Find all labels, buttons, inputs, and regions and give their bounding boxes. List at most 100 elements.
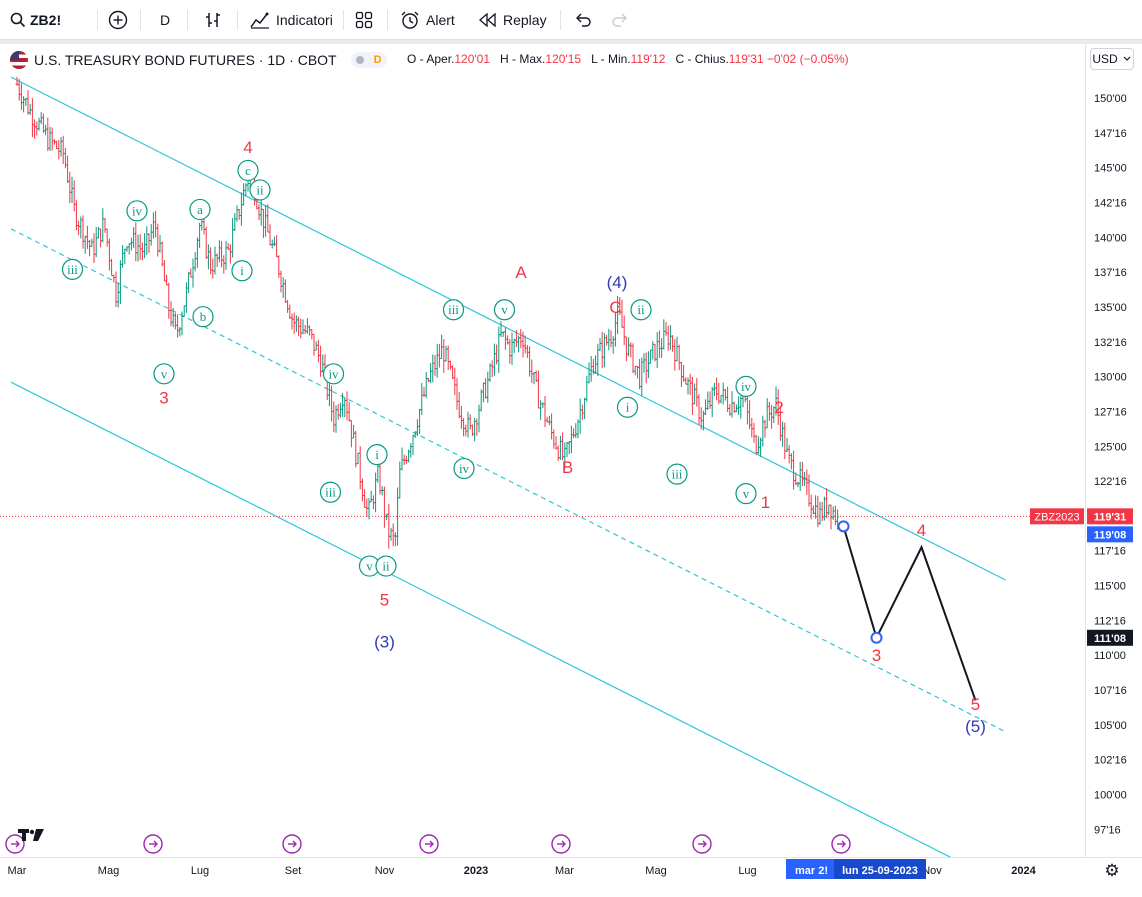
ohlc-bar [585, 375, 589, 402]
ohlc-bar [475, 418, 479, 436]
ohlc-bar [257, 204, 261, 221]
event-marker-icon[interactable] [831, 834, 851, 854]
ohlc-bar [83, 235, 87, 254]
ohlc-bar [352, 425, 356, 439]
event-marker-icon[interactable] [143, 834, 163, 854]
ohlc-bar [429, 363, 433, 384]
ohlc-bar [272, 236, 276, 247]
ohlc-bar [825, 488, 829, 519]
wave-label-circle [189, 198, 211, 221]
logo-dot [29, 829, 35, 835]
ohlc-bar [492, 343, 496, 376]
ohlc-bar [198, 222, 202, 249]
x-tick-label: Mag [98, 865, 119, 877]
change-value: −0'02 [766, 52, 797, 66]
ohlc-bar [369, 490, 373, 503]
ohlc-bar [666, 325, 670, 351]
ohlc-bar [580, 404, 584, 420]
market-status-badge[interactable]: D [350, 52, 387, 68]
ohlc-bar [22, 96, 26, 113]
ohlc-bar [138, 234, 142, 260]
ohlc-bar [162, 260, 166, 282]
event-marker-icon[interactable] [5, 834, 25, 854]
ohlc-bar [44, 124, 48, 136]
ohlc-bar [668, 325, 672, 350]
ohlc-bar [587, 362, 591, 384]
wave-label: v [161, 366, 168, 381]
ohlc-bar [833, 505, 837, 526]
wave-label: 2 [774, 398, 783, 417]
ohlc-bar [530, 359, 534, 384]
ohlc-bar [558, 435, 562, 460]
ohlc-bar [19, 83, 23, 110]
ohlc-bar [455, 378, 459, 410]
ohlc-bar [136, 234, 140, 262]
y-tick-label: 117'16 [1094, 546, 1126, 558]
ohlc-bar [363, 489, 367, 508]
y-tick-label: 132'16 [1094, 337, 1127, 349]
ohlc-bar [550, 413, 554, 440]
undo-button[interactable] [574, 0, 592, 40]
ohlc-bar [816, 495, 820, 528]
symbol-title[interactable]: U.S. TREASURY BOND FUTURES · 1D · CBOT [34, 52, 337, 68]
wave-label: iii [67, 262, 78, 277]
alert-button[interactable]: Alert [400, 0, 455, 40]
redo-button[interactable] [611, 0, 629, 40]
chart-settings-gear-icon[interactable]: ⚙ [1104, 861, 1120, 880]
ohlc-bar [393, 532, 397, 547]
ohlc-values: O - Aper.120'01 H - Max.120'15 L - Min.1… [407, 52, 849, 66]
ohlc-bar [279, 270, 283, 293]
wave-label: ii [382, 559, 390, 574]
plot-area [0, 76, 1085, 857]
ohlc-bar [532, 372, 536, 385]
ohlc-bar [184, 282, 188, 313]
logo-stem [22, 829, 26, 841]
ohlc-bar [730, 391, 734, 418]
symbol-search-button[interactable]: ZB2! [10, 0, 61, 40]
event-marker-icon[interactable] [551, 834, 571, 854]
price-chart[interactable]: 150'00 147'16 145'00 142'16 140'00 137'16 135'… [0, 44, 1142, 897]
interval-button[interactable]: D [160, 0, 170, 40]
ohlc-bar [457, 392, 461, 419]
event-marker-icon[interactable] [692, 834, 712, 854]
y-tick-label: 145'00 [1094, 163, 1127, 175]
ohlc-bar [695, 377, 699, 407]
bars-chart-icon [206, 13, 220, 27]
projection-node [837, 520, 850, 533]
ohlc-bar [488, 363, 492, 383]
interval-label: D [160, 12, 171, 28]
layouts-button[interactable] [355, 0, 373, 40]
ohlc-bar [233, 213, 237, 231]
ohlc-bar [246, 180, 250, 192]
replay-button[interactable]: Replay [479, 0, 547, 40]
ohlc-bar [347, 401, 351, 422]
ohlc-bar [301, 319, 305, 335]
ohlc-bar [486, 371, 490, 403]
currency-selector[interactable]: USD [1090, 48, 1134, 70]
channel-line [10, 381, 952, 857]
wave-label-circle [126, 200, 148, 222]
ohlc-bar [391, 523, 395, 547]
event-marker-arrowhead [841, 840, 846, 848]
ohlc-bar [77, 220, 81, 236]
ohlc-bar [642, 353, 646, 373]
ohlc-bar [682, 364, 686, 382]
event-marker-arrowhead [153, 840, 158, 848]
indicators-button[interactable]: Indicatori [250, 0, 333, 40]
ohlc-bar [622, 315, 626, 346]
ohlc-bar [385, 513, 389, 521]
ohlc-bar [561, 432, 565, 461]
ohlc-bar [165, 274, 169, 286]
chart-type-button[interactable] [204, 0, 222, 40]
toolbar-divider [237, 10, 238, 30]
compare-symbol-button[interactable] [108, 0, 128, 40]
ohlc-bar [418, 408, 422, 435]
ohlc-bar [127, 243, 131, 255]
ohlc-bar [129, 237, 133, 251]
y-tick-label: 112'16 [1094, 615, 1126, 627]
alert-label: Alert [426, 12, 455, 28]
event-marker-icon[interactable] [419, 834, 439, 854]
event-marker-icon[interactable] [282, 834, 302, 854]
ohlc-bar [237, 209, 241, 220]
wave-label-circle [61, 258, 84, 280]
